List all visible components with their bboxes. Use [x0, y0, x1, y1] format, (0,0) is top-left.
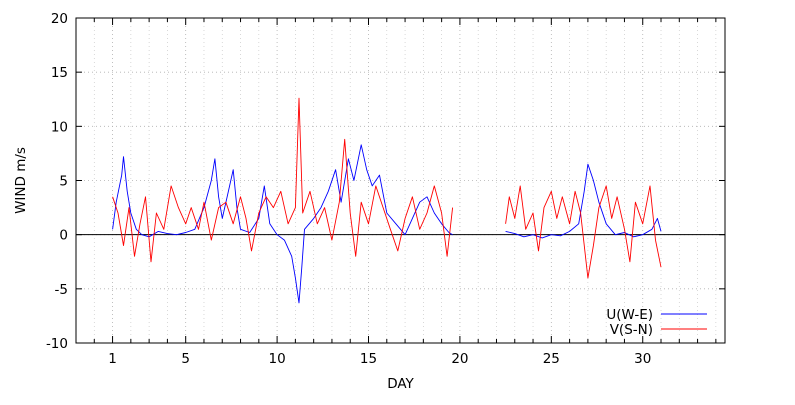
y-axis-label: WIND m/s — [13, 147, 29, 214]
x-tick-label: 10 — [269, 351, 286, 367]
x-axis-label: DAY — [387, 376, 414, 392]
x-tick-label: 30 — [634, 351, 651, 367]
y-tick-label: 20 — [51, 11, 68, 27]
y-tick-label: 0 — [59, 228, 68, 244]
x-tick-label: 5 — [181, 351, 190, 367]
plot-frame — [75, 17, 726, 344]
legend-label-u: U(W-E) — [606, 307, 653, 323]
x-tick-label: 15 — [360, 351, 377, 367]
x-tick-label: 20 — [451, 351, 468, 367]
series-lines — [112, 97, 662, 304]
x-tick-label: 1 — [108, 351, 117, 367]
y-tick-label: -10 — [46, 336, 68, 352]
y-tick-label: -5 — [55, 282, 68, 298]
y-tick-label: 5 — [59, 174, 68, 190]
series-line-v-segment-1 — [112, 97, 454, 263]
y-tick-labels: -10 -5 0 5 10 15 20 — [46, 11, 68, 352]
x-tick-label: 25 — [543, 351, 560, 367]
legend-label-v: V(S-N) — [610, 322, 653, 338]
series-line-u-segment-1 — [112, 144, 453, 304]
y-tick-label: 15 — [51, 65, 68, 81]
series-line-v-segment-2 — [505, 185, 662, 279]
legend: U(W-E) V(S-N) — [606, 307, 707, 338]
x-tick-labels: 1 5 10 15 20 25 30 — [108, 351, 651, 367]
y-tick-label: 10 — [51, 119, 68, 135]
